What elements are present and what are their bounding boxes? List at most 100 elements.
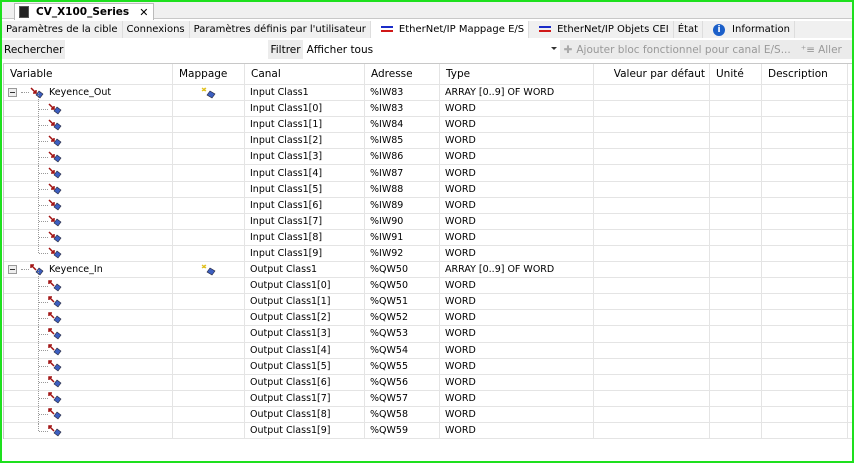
variable-cell[interactable] (4, 245, 173, 262)
column-header[interactable]: Description (762, 64, 848, 84)
table-row[interactable]: Input Class1[0] %IW83 WORD (4, 101, 852, 118)
table-row[interactable]: Output Class1[6] %QW56 WORD (4, 374, 852, 391)
mapping-cell[interactable] (173, 101, 245, 117)
description-cell[interactable] (762, 342, 848, 358)
default-value-cell[interactable] (594, 374, 710, 390)
table-row[interactable]: Output Class1[9] %QW59 WORD (4, 422, 852, 440)
search-button[interactable]: Rechercher (2, 40, 66, 59)
table-row-parent[interactable]: Keyence_In Output Class1 %QW50 ARRAY [0..9]… (4, 262, 852, 279)
unit-cell[interactable] (710, 213, 762, 229)
variable-cell[interactable] (4, 358, 173, 374)
unit-cell[interactable] (710, 294, 762, 310)
table-row[interactable]: Output Class1[8] %QW58 WORD (4, 406, 852, 423)
mapping-cell[interactable] (173, 342, 245, 358)
tab-ethernet-ip-objets-cei[interactable]: EtherNet/IP Objets CEI (529, 21, 674, 38)
unit-cell[interactable] (710, 358, 762, 374)
default-value-cell[interactable] (594, 422, 710, 439)
description-cell[interactable] (762, 422, 848, 439)
description-cell[interactable] (762, 262, 848, 278)
default-value-cell[interactable] (594, 149, 710, 165)
table-row[interactable]: Input Class1[6] %IW89 WORD (4, 197, 852, 214)
default-value-cell[interactable] (594, 197, 710, 213)
table-row[interactable]: Input Class1[4] %IW87 WORD (4, 165, 852, 182)
table-row[interactable]: Input Class1[3] %IW86 WORD (4, 149, 852, 166)
table-row-parent[interactable]: Keyence_Out Input Class1 %IW83 ARRAY [0..9]… (4, 85, 852, 102)
unit-cell[interactable] (710, 390, 762, 406)
mapping-cell[interactable] (173, 213, 245, 229)
variable-cell[interactable] (4, 133, 173, 149)
column-header[interactable]: Type (440, 64, 594, 84)
unit-cell[interactable] (710, 133, 762, 149)
table-row[interactable]: Output Class1[4] %QW54 WORD (4, 342, 852, 359)
variable-cell[interactable]: Keyence_In (4, 262, 173, 278)
mapping-cell[interactable] (173, 262, 245, 278)
variable-cell[interactable]: Keyence_Out (4, 85, 173, 101)
mapping-cell[interactable] (173, 197, 245, 213)
mapping-cell[interactable] (173, 149, 245, 165)
mapping-cell[interactable] (173, 406, 245, 422)
table-row[interactable]: Output Class1[0] %QW50 WORD (4, 278, 852, 295)
table-row[interactable]: Input Class1[5] %IW88 WORD (4, 181, 852, 198)
description-cell[interactable] (762, 278, 848, 294)
mapping-cell[interactable] (173, 326, 245, 342)
table-row[interactable]: Output Class1[5] %QW55 WORD (4, 358, 852, 375)
description-cell[interactable] (762, 85, 848, 101)
document-tab[interactable]: CV_X100_Series ✕ (14, 3, 154, 20)
variable-cell[interactable] (4, 165, 173, 181)
tab-ethernet-ip-mappage-e-s[interactable]: EtherNet/IP Mappage E/S (370, 21, 530, 38)
variable-cell[interactable] (4, 117, 173, 133)
default-value-cell[interactable] (594, 326, 710, 342)
tab-param-tres-de-la-cible[interactable]: Paramètres de la cible (2, 21, 123, 38)
description-cell[interactable] (762, 245, 848, 262)
default-value-cell[interactable] (594, 390, 710, 406)
unit-cell[interactable] (710, 181, 762, 197)
default-value-cell[interactable] (594, 117, 710, 133)
description-cell[interactable] (762, 197, 848, 213)
description-cell[interactable] (762, 165, 848, 181)
column-header[interactable]: Valeur par défaut (594, 64, 710, 84)
tab-param-tres-d-finis-par-l-utilisateur[interactable]: Paramètres définis par l'utilisateur (190, 21, 371, 38)
unit-cell[interactable] (710, 422, 762, 439)
variable-cell[interactable] (4, 294, 173, 310)
unit-cell[interactable] (710, 85, 762, 101)
default-value-cell[interactable] (594, 101, 710, 117)
variable-cell[interactable] (4, 101, 173, 117)
description-cell[interactable] (762, 229, 848, 245)
default-value-cell[interactable] (594, 213, 710, 229)
unit-cell[interactable] (710, 101, 762, 117)
description-cell[interactable] (762, 294, 848, 310)
column-header[interactable]: Canal (245, 64, 365, 84)
close-icon[interactable]: ✕ (139, 5, 149, 19)
mapping-cell[interactable] (173, 133, 245, 149)
variable-cell[interactable] (4, 342, 173, 358)
mapping-cell[interactable] (173, 229, 245, 245)
variable-cell[interactable] (4, 374, 173, 390)
unit-cell[interactable] (710, 374, 762, 390)
goto-button[interactable]: ⁺≡ Aller (801, 44, 842, 56)
default-value-cell[interactable] (594, 262, 710, 278)
unit-cell[interactable] (710, 310, 762, 326)
default-value-cell[interactable] (594, 358, 710, 374)
default-value-cell[interactable] (594, 406, 710, 422)
variable-cell[interactable] (4, 278, 173, 294)
description-cell[interactable] (762, 406, 848, 422)
variable-cell[interactable] (4, 213, 173, 229)
unit-cell[interactable] (710, 117, 762, 133)
mapping-cell[interactable] (173, 358, 245, 374)
description-cell[interactable] (762, 181, 848, 197)
mapping-cell[interactable] (173, 85, 245, 101)
mapping-cell[interactable] (173, 390, 245, 406)
tab-information[interactable]: i Information (703, 21, 795, 38)
mapping-icon[interactable] (201, 264, 217, 276)
description-cell[interactable] (762, 390, 848, 406)
default-value-cell[interactable] (594, 85, 710, 101)
variable-cell[interactable] (4, 149, 173, 165)
description-cell[interactable] (762, 213, 848, 229)
table-row[interactable]: Output Class1[7] %QW57 WORD (4, 390, 852, 407)
column-header[interactable]: Adresse (365, 64, 440, 84)
table-row[interactable]: Input Class1[1] %IW84 WORD (4, 117, 852, 134)
mapping-cell[interactable] (173, 374, 245, 390)
default-value-cell[interactable] (594, 310, 710, 326)
default-value-cell[interactable] (594, 165, 710, 181)
default-value-cell[interactable] (594, 342, 710, 358)
